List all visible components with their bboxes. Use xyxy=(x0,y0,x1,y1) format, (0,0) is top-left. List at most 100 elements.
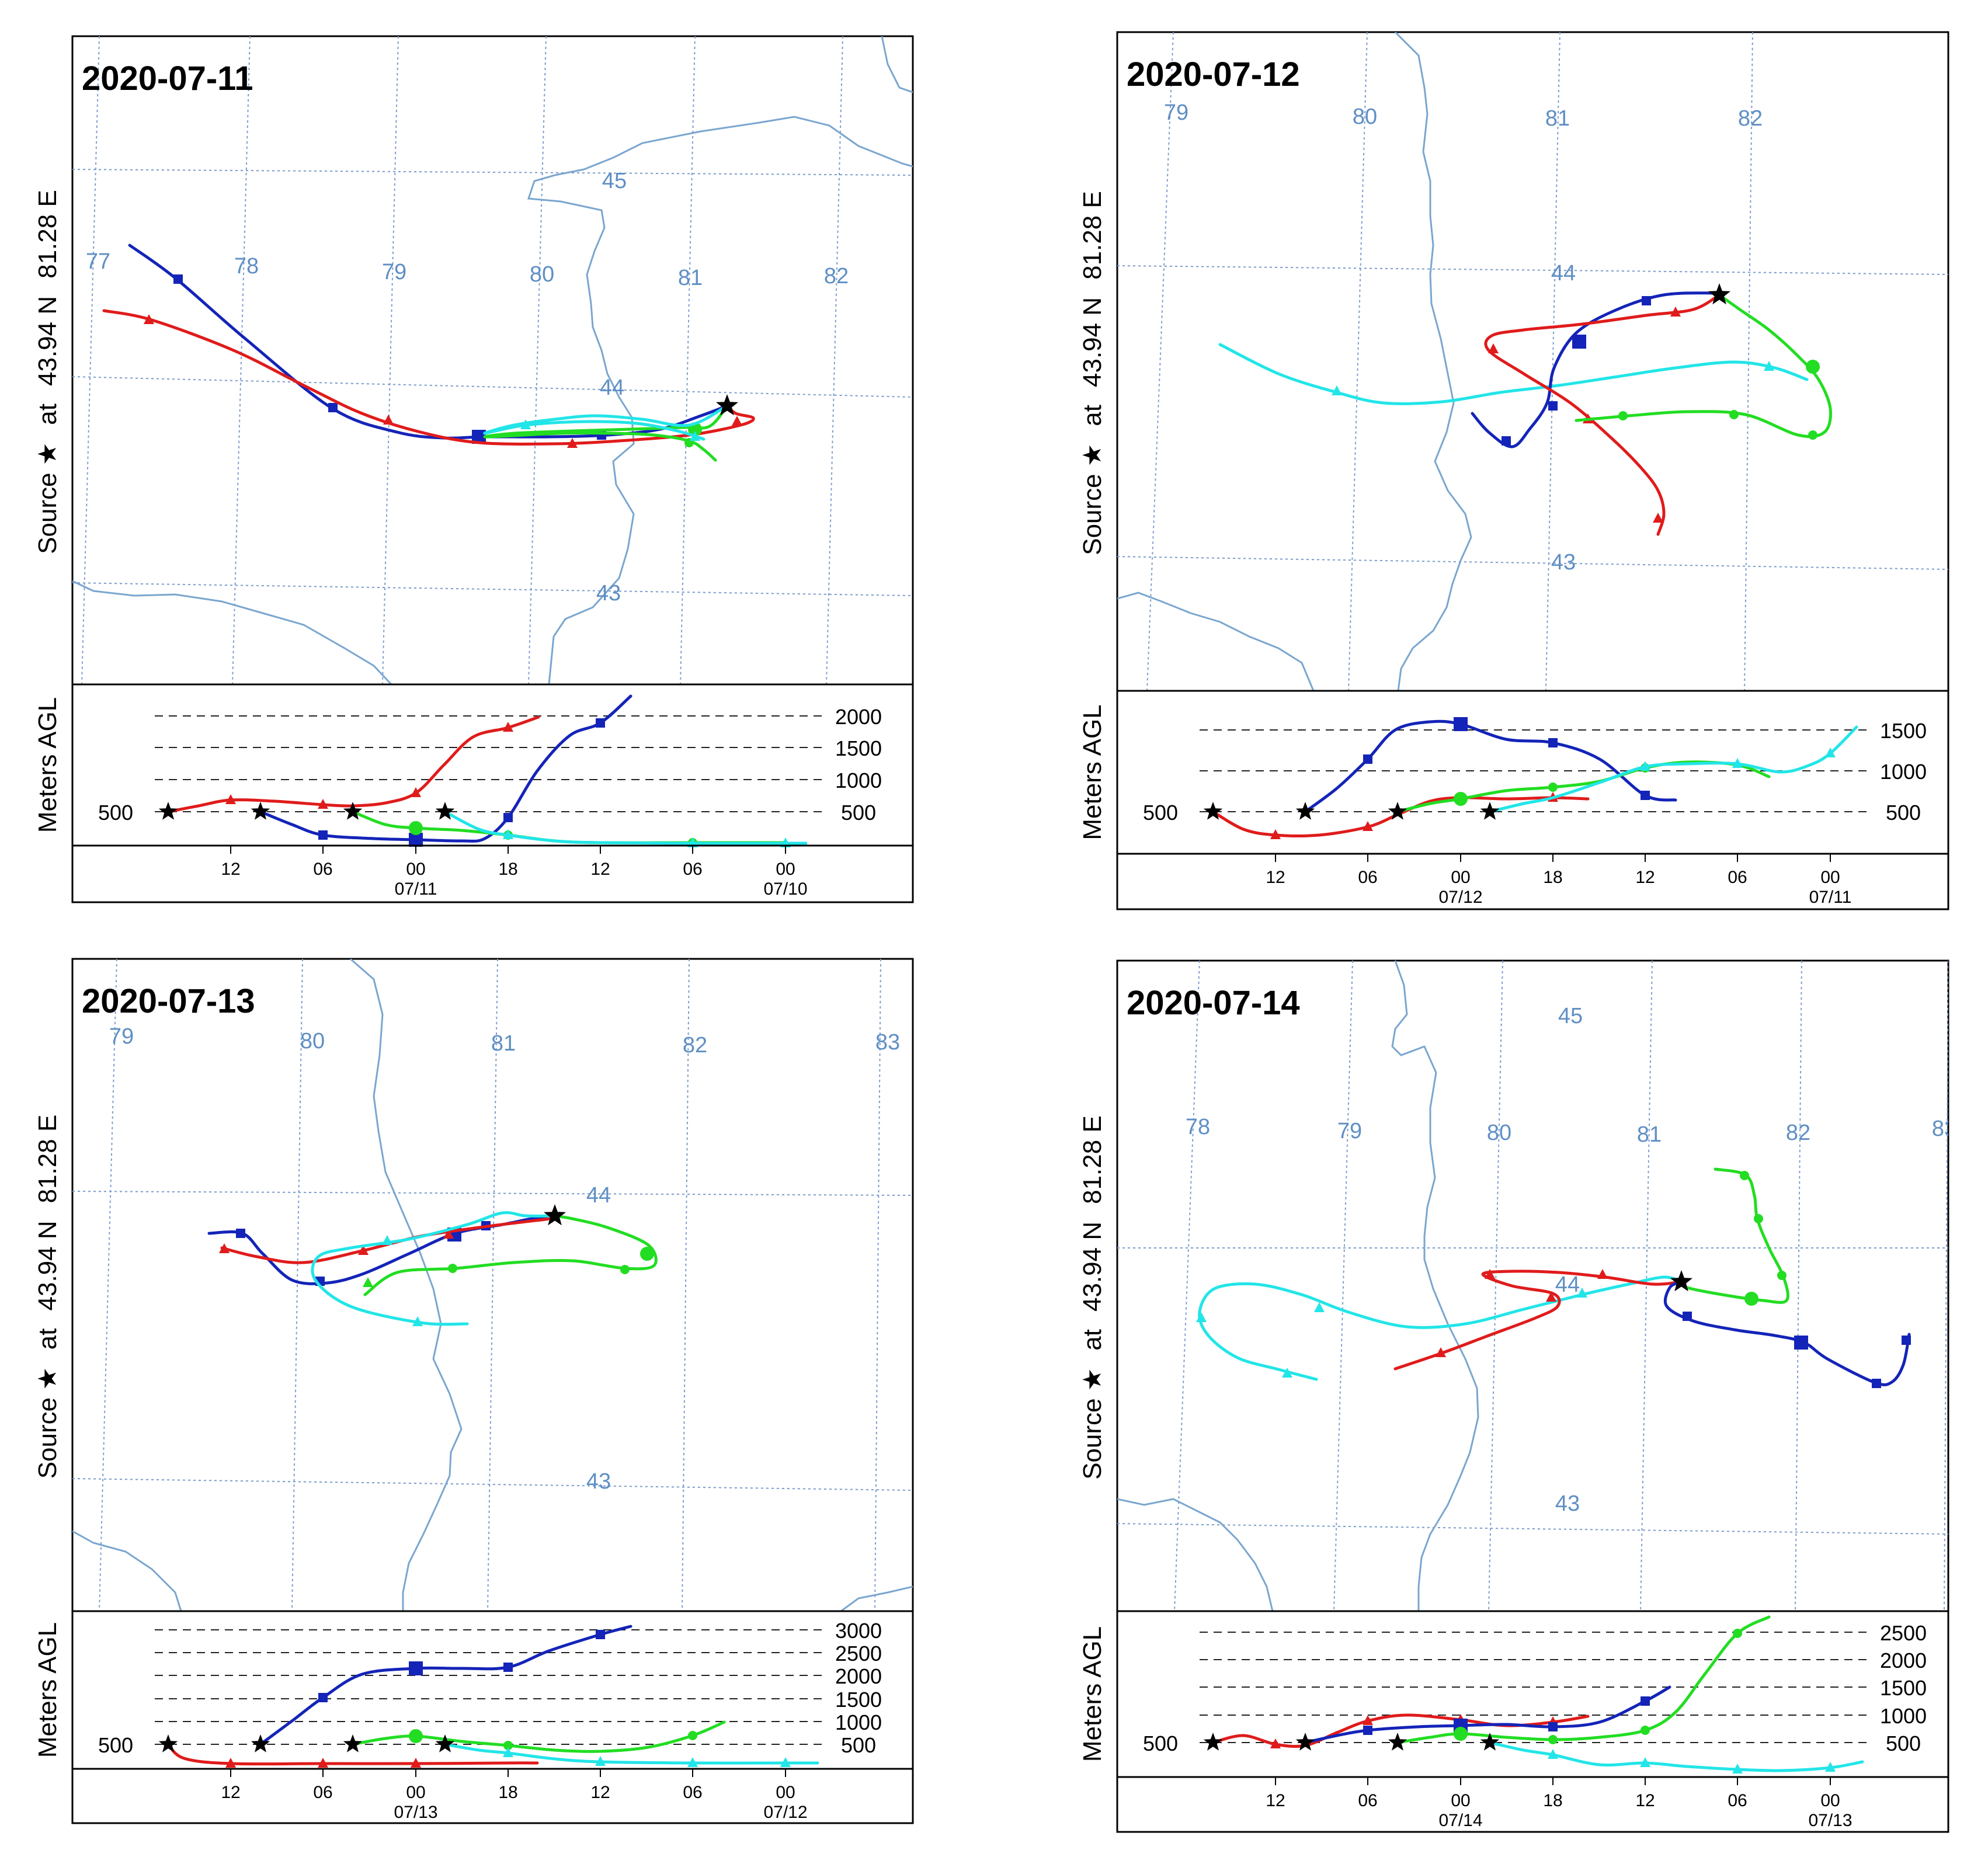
country-border-line xyxy=(881,36,913,93)
panel-title: 2020-07-13 xyxy=(82,982,255,1020)
longitude-label: 80 xyxy=(300,1029,325,1053)
red-triangle-marker xyxy=(443,1229,454,1239)
red-triangle-marker xyxy=(732,416,742,426)
red-triangle-marker xyxy=(1597,1269,1608,1279)
source-label: Source ★ xyxy=(33,1367,62,1479)
red-triangle-marker xyxy=(1270,1738,1281,1748)
longitude-gridline xyxy=(1795,961,1802,1611)
time-tick-label: 00 xyxy=(1451,1791,1470,1810)
longitude-label: 80 xyxy=(530,262,554,287)
blue-square-marker xyxy=(1363,754,1372,764)
time-tick-label: 06 xyxy=(683,1783,702,1802)
time-tick-label: 06 xyxy=(1358,868,1377,887)
latitude-gridline xyxy=(1117,1523,1948,1535)
height-level-label: 3000 xyxy=(835,1619,882,1643)
cyan-triangle-marker xyxy=(1640,1757,1650,1767)
green-circle-marker xyxy=(1740,1171,1749,1180)
cyan-trajectory-line xyxy=(1198,1275,1683,1381)
cyan-triangle-marker xyxy=(780,1757,791,1767)
cyan-triangle-marker xyxy=(503,1747,513,1757)
date-label: 07/12 xyxy=(763,1803,807,1822)
longitude-gridline xyxy=(1944,961,1948,1611)
height-profile-frame xyxy=(1116,690,1949,855)
start-star-icon xyxy=(1388,1733,1407,1751)
at-label: at xyxy=(33,404,62,425)
red-triangle-marker xyxy=(1485,1269,1495,1279)
cyan-triangle-marker xyxy=(1196,1312,1207,1322)
time-tick-label: 12 xyxy=(1266,1791,1285,1810)
longitude-gridline xyxy=(291,959,303,1611)
green-circle-marker xyxy=(640,1247,654,1261)
map-content: 77 78 79 80 81 82 45 44 43 xyxy=(72,36,913,684)
start-star-icon xyxy=(251,802,270,820)
cyan-triangle-marker xyxy=(1764,361,1774,371)
green-circle-marker xyxy=(1806,360,1820,374)
start-star-icon xyxy=(1388,802,1407,820)
blue-square-marker xyxy=(328,403,338,412)
height-profile-frame xyxy=(1116,1610,1949,1778)
green-trajectory-line xyxy=(483,404,729,462)
latitude-value: 43.94 N xyxy=(33,1220,62,1310)
green-circle-marker xyxy=(409,1729,423,1743)
blue-square-marker xyxy=(409,1661,423,1675)
trajectory-panel-2020-07-12: 79 80 81 82 44 43 2020-07-12 Source ★ at 43.94 N 8… xyxy=(1078,31,1949,910)
map-content: 79 80 81 82 83 44 43 xyxy=(72,959,913,1611)
y-axis-label: Meters AGL xyxy=(33,1622,62,1758)
longitude-label: 79 xyxy=(1164,100,1188,125)
cyan-triangle-marker xyxy=(1314,1302,1325,1312)
longitude-label: 78 xyxy=(1186,1115,1210,1139)
height-level-label: 2500 xyxy=(835,1642,882,1665)
date-label: 07/14 xyxy=(1438,1811,1482,1830)
red-triangle-marker xyxy=(318,1758,328,1768)
panel-title: 2020-07-12 xyxy=(1127,55,1300,93)
longitude-gridline xyxy=(1640,961,1653,1611)
map-frame xyxy=(71,35,914,686)
source-label: Source ★ xyxy=(33,443,62,554)
source-location-label: Source ★ at 43.94 N 81.28 E xyxy=(1078,191,1107,555)
start-star-icon xyxy=(158,802,178,820)
longitude-gridline xyxy=(682,959,690,1611)
cyan-trajectory-line xyxy=(1488,1741,1864,1772)
source-height-label: 500 xyxy=(98,1733,133,1757)
height-level-label: 1000 xyxy=(1880,1704,1927,1728)
blue-square-marker xyxy=(318,830,328,840)
red-trajectory-line xyxy=(166,1743,539,1766)
green-circle-marker xyxy=(1618,411,1628,420)
time-tick-label: 18 xyxy=(498,860,517,879)
at-label: at xyxy=(1078,405,1107,426)
red-trajectory-line xyxy=(102,309,755,446)
longitude-gridline xyxy=(1174,961,1200,1611)
longitude-label: 79 xyxy=(109,1024,134,1049)
time-tick-label: 12 xyxy=(1635,1791,1655,1810)
latitude-value: 43.94 N xyxy=(1078,1222,1107,1312)
cyan-trajectory-line xyxy=(311,1211,557,1326)
map-content: 78 79 80 81 82 83 45 44 43 xyxy=(1117,961,1948,1611)
red-triangle-marker xyxy=(219,1243,230,1253)
start-star-icon xyxy=(158,1734,178,1752)
green-circle-marker xyxy=(503,1741,513,1750)
time-tick-label: 12 xyxy=(1635,868,1655,887)
time-tick-label: 06 xyxy=(313,860,332,879)
cyan-triangle-marker xyxy=(1640,761,1650,771)
cyan-triangle-marker xyxy=(1577,1288,1587,1298)
longitude-value: 81.28 E xyxy=(33,190,62,279)
date-label: 07/13 xyxy=(1808,1811,1852,1830)
height-level-label: 2000 xyxy=(835,1664,882,1688)
start-star-icon xyxy=(1295,1733,1315,1751)
red-triangle-marker xyxy=(1363,1715,1373,1725)
time-tick-label: 06 xyxy=(313,1783,332,1802)
green-circle-marker xyxy=(1729,410,1739,419)
longitude-label: 80 xyxy=(1353,105,1377,129)
time-axis-frame xyxy=(1116,853,1949,910)
time-tick-label: 12 xyxy=(221,860,240,879)
longitude-label: 79 xyxy=(1337,1119,1362,1143)
latitude-gridline xyxy=(1117,265,1948,275)
blue-square-marker xyxy=(1872,1379,1881,1388)
time-tick-label: 00 xyxy=(776,860,795,879)
time-tick-label: 06 xyxy=(1728,1791,1747,1810)
time-tick-label: 18 xyxy=(1543,868,1562,887)
red-triangle-marker xyxy=(318,799,328,809)
red-triangle-marker xyxy=(1436,1347,1446,1357)
at-label: at xyxy=(1078,1329,1107,1351)
